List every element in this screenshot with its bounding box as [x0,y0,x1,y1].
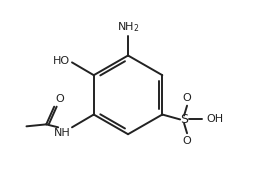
Text: OH: OH [207,114,224,125]
Text: HO: HO [53,56,70,66]
Text: O: O [183,93,191,103]
Text: NH: NH [54,128,71,138]
Text: O: O [55,94,64,104]
Text: O: O [183,136,191,146]
Text: NH$_2$: NH$_2$ [117,20,139,34]
Text: S: S [180,113,188,126]
